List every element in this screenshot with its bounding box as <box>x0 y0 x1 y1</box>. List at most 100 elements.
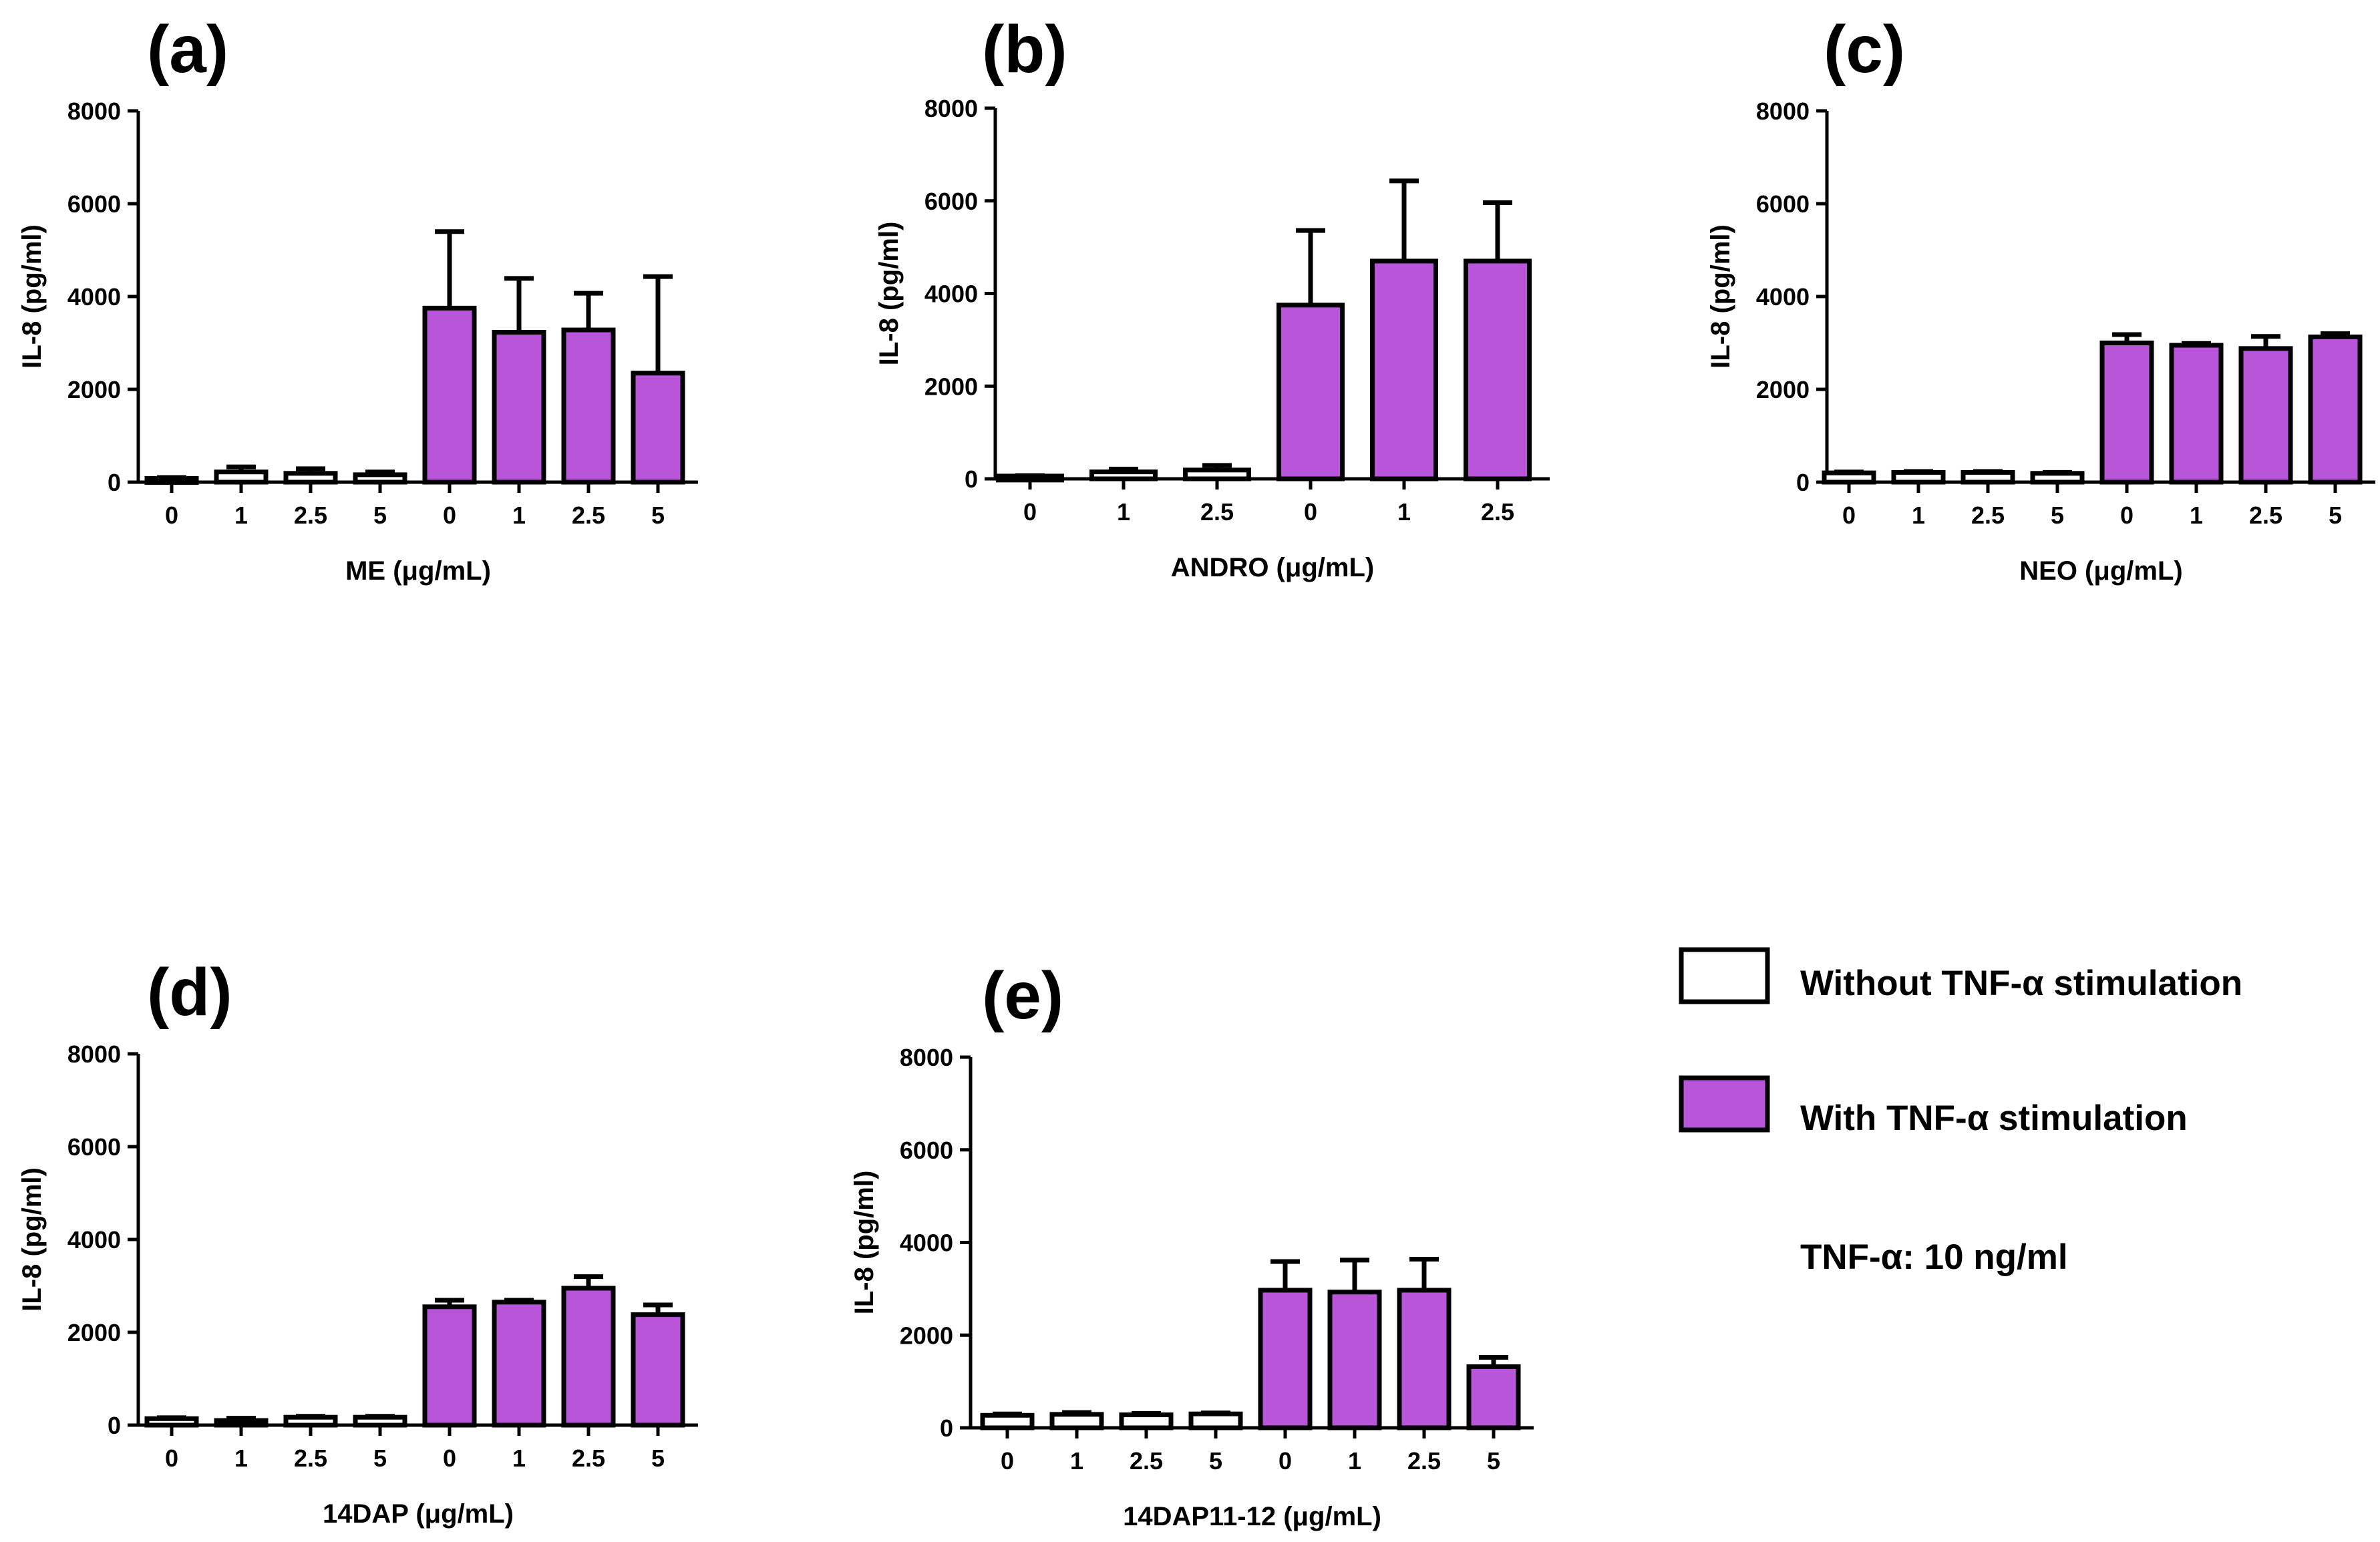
y-tick-label: 2000 <box>1756 376 1810 403</box>
x-tick-label: 5 <box>1487 1447 1500 1475</box>
x-tick-label: 5 <box>373 1444 387 1472</box>
x-axis-title: 14DAP (μg/mL) <box>323 1499 514 1529</box>
y-tick-label: 8000 <box>67 1040 121 1068</box>
bar-without-tnf <box>1119 1412 1174 1430</box>
x-tick-label: 0 <box>165 502 178 529</box>
bar-with-tnf <box>2169 343 2224 485</box>
x-tick-label: 0 <box>1279 1447 1292 1475</box>
x-tick-label: 1 <box>1397 498 1411 526</box>
x-tick-label: 0 <box>1001 1447 1014 1475</box>
bar-with-tnf <box>1464 258 1532 481</box>
bar-without-tnf <box>283 471 338 485</box>
chart-panel-b: (b) 0 2000 4000 6000 8000 IL-8 (pg/ml) 0 1 2.5 0 1 2… <box>874 12 1550 582</box>
x-tick-label: 1 <box>234 1444 248 1472</box>
bar-without-tnf <box>1183 467 1251 481</box>
x-tick-label: 0 <box>1842 502 1856 529</box>
bar-without-tnf <box>1891 469 1946 485</box>
bar-without-tnf <box>1961 469 2015 485</box>
y-tick-label: 8000 <box>1756 98 1810 125</box>
panel-label: (b) <box>982 12 1067 87</box>
bar-with-tnf <box>561 1286 616 1428</box>
y-tick-label: 0 <box>940 1414 953 1442</box>
y-tick-label: 4000 <box>924 280 978 308</box>
x-axis-title: ME (μg/mL) <box>345 556 491 586</box>
y-tick-label: 4000 <box>1756 283 1810 311</box>
bar-with-tnf <box>422 305 477 485</box>
x-tick-label: 2.5 <box>1407 1447 1441 1475</box>
bar-without-tnf <box>1089 469 1158 481</box>
y-tick-label: 4000 <box>67 283 121 311</box>
x-tick-label: 5 <box>2051 502 2064 529</box>
y-axis-title: IL-8 (pg/ml) <box>874 222 904 366</box>
x-tick-label: 5 <box>651 1444 665 1472</box>
chart-panels: (a) 0 2000 4000 6000 8000 IL-8 (pg/ml) 0 1 2.5 5 0 1… <box>17 12 2375 1531</box>
y-tick-label: 4000 <box>900 1229 953 1257</box>
x-tick-label: 1 <box>512 1444 526 1472</box>
x-tick-label: 0 <box>1023 498 1037 526</box>
bar-with-tnf <box>561 327 616 485</box>
x-tick-label: 2.5 <box>1481 498 1514 526</box>
y-tick-label: 8000 <box>924 95 978 122</box>
x-tick-label: 1 <box>2190 502 2203 529</box>
bar-with-tnf <box>2238 346 2293 485</box>
y-axis-title: IL-8 (pg/ml) <box>17 1167 47 1312</box>
x-tick-label: 0 <box>1304 498 1317 526</box>
bar-without-tnf <box>1049 1412 1104 1430</box>
panel-label: (d) <box>147 955 232 1030</box>
bar-without-tnf <box>283 1414 338 1428</box>
x-tick-label: 1 <box>234 502 248 529</box>
panel-label: (e) <box>982 958 1063 1033</box>
x-tick-label: 5 <box>2329 502 2342 529</box>
y-tick-label: 0 <box>965 465 978 493</box>
y-tick-label: 6000 <box>67 190 121 218</box>
bar-without-tnf <box>144 475 199 485</box>
bar-without-tnf <box>1822 470 1876 485</box>
legend: Without TNF-α stimulation With TNF-α sti… <box>1679 947 2242 1277</box>
bar-with-tnf <box>1466 1364 1521 1430</box>
y-tick-label: 6000 <box>900 1137 953 1164</box>
bar-without-tnf <box>214 1418 269 1428</box>
bar-without-tnf <box>1188 1411 1243 1430</box>
x-tick-label: 0 <box>165 1444 178 1472</box>
x-tick-label: 1 <box>512 502 526 529</box>
x-tick-label: 0 <box>443 1444 456 1472</box>
chart-panel-d: (d) 0 2000 4000 6000 8000 IL-8 (pg/ml) 0 1 2.5 5 0 1… <box>17 955 698 1529</box>
x-tick-label: 0 <box>443 502 456 529</box>
x-tick-label: 1 <box>1070 1447 1083 1475</box>
y-tick-label: 2000 <box>67 376 121 403</box>
legend-label-with: With TNF-α stimulation <box>1800 1099 2188 1138</box>
bar-without-tnf <box>353 472 407 485</box>
bar-without-tnf <box>2030 471 2085 485</box>
y-tick-label: 6000 <box>924 188 978 215</box>
y-tick-label: 8000 <box>900 1044 953 1071</box>
x-tick-label: 1 <box>1117 498 1130 526</box>
bar-with-tnf <box>492 1300 546 1428</box>
bar-with-tnf <box>422 1304 477 1428</box>
bar-with-tnf <box>492 330 546 485</box>
y-axis-title: IL-8 (pg/ml) <box>17 224 47 369</box>
x-tick-label: 2.5 <box>572 1444 605 1472</box>
y-tick-label: 2000 <box>900 1322 953 1349</box>
x-axis-title: ANDRO (μg/mL) <box>1171 553 1374 582</box>
x-tick-label: 2.5 <box>294 1444 327 1472</box>
x-tick-label: 0 <box>2120 502 2134 529</box>
x-tick-label: 2.5 <box>1130 1447 1163 1475</box>
panel-label: (a) <box>147 12 228 87</box>
x-tick-label: 2.5 <box>294 502 327 529</box>
x-tick-label: 5 <box>1209 1447 1222 1475</box>
y-tick-label: 0 <box>108 1412 121 1439</box>
y-tick-label: 4000 <box>67 1226 121 1254</box>
bar-with-tnf <box>1258 1288 1313 1430</box>
y-tick-label: 0 <box>108 469 121 496</box>
x-axis-title: 14DAP11-12 (μg/mL) <box>1123 1502 1381 1531</box>
bar-without-tnf <box>144 1416 199 1428</box>
y-tick-label: 6000 <box>1756 190 1810 218</box>
legend-note: TNF-α: 10 ng/ml <box>1800 1237 2068 1277</box>
panel-label: (c) <box>1824 12 1905 87</box>
bar-with-tnf <box>2308 334 2363 485</box>
x-tick-label: 2.5 <box>1971 502 2005 529</box>
chart-panel-e: (e) 0 2000 4000 6000 8000 IL-8 (pg/ml) 0 1 2.5 5 0 1… <box>850 958 1534 1531</box>
y-tick-label: 2000 <box>67 1319 121 1346</box>
x-tick-label: 2.5 <box>1200 498 1234 526</box>
bar-with-tnf <box>1370 258 1438 481</box>
